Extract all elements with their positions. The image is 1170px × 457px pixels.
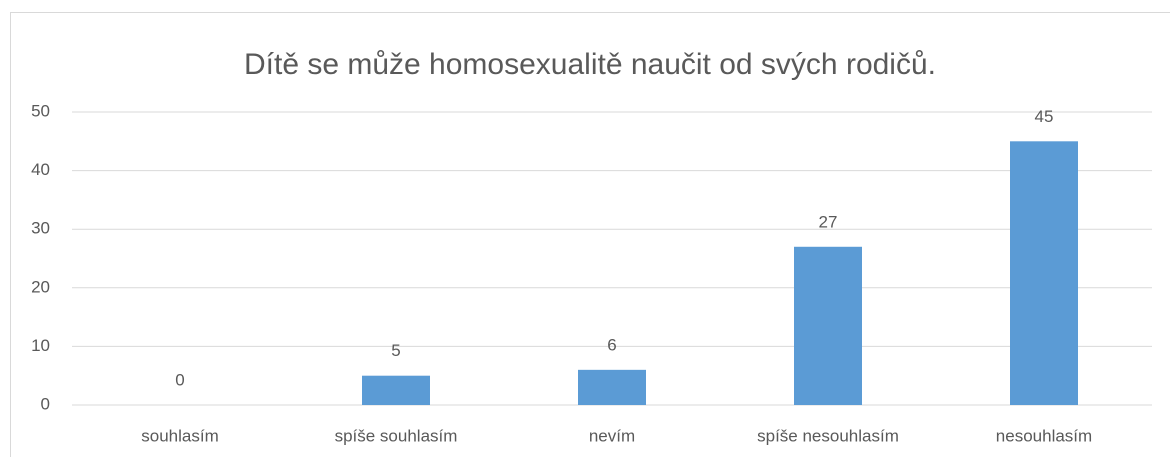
- x-tick-label: nesouhlasím: [996, 426, 1092, 445]
- bar: [794, 246, 862, 405]
- data-label: 5: [391, 341, 400, 360]
- y-tick-label: 40: [31, 160, 50, 179]
- chart-title: Dítě se může homosexualitě naučit od svý…: [244, 48, 936, 81]
- bar: [362, 375, 430, 405]
- x-tick-label: spíše souhlasím: [335, 426, 458, 445]
- data-label: 0: [175, 370, 184, 389]
- data-label: 6: [607, 335, 616, 354]
- x-tick-label: souhlasím: [141, 426, 218, 445]
- bar: [1010, 141, 1078, 406]
- x-tick-label: nevím: [589, 426, 635, 445]
- x-tick-label: spíše nesouhlasím: [757, 426, 899, 445]
- y-tick-label: 0: [41, 394, 50, 413]
- y-tick-label: 10: [31, 336, 50, 355]
- data-label: 27: [819, 212, 838, 231]
- y-tick-label: 30: [31, 219, 50, 238]
- data-label: 45: [1035, 107, 1054, 126]
- y-tick-label: 50: [31, 101, 50, 120]
- y-tick-label: 20: [31, 277, 50, 296]
- bar: [578, 369, 646, 405]
